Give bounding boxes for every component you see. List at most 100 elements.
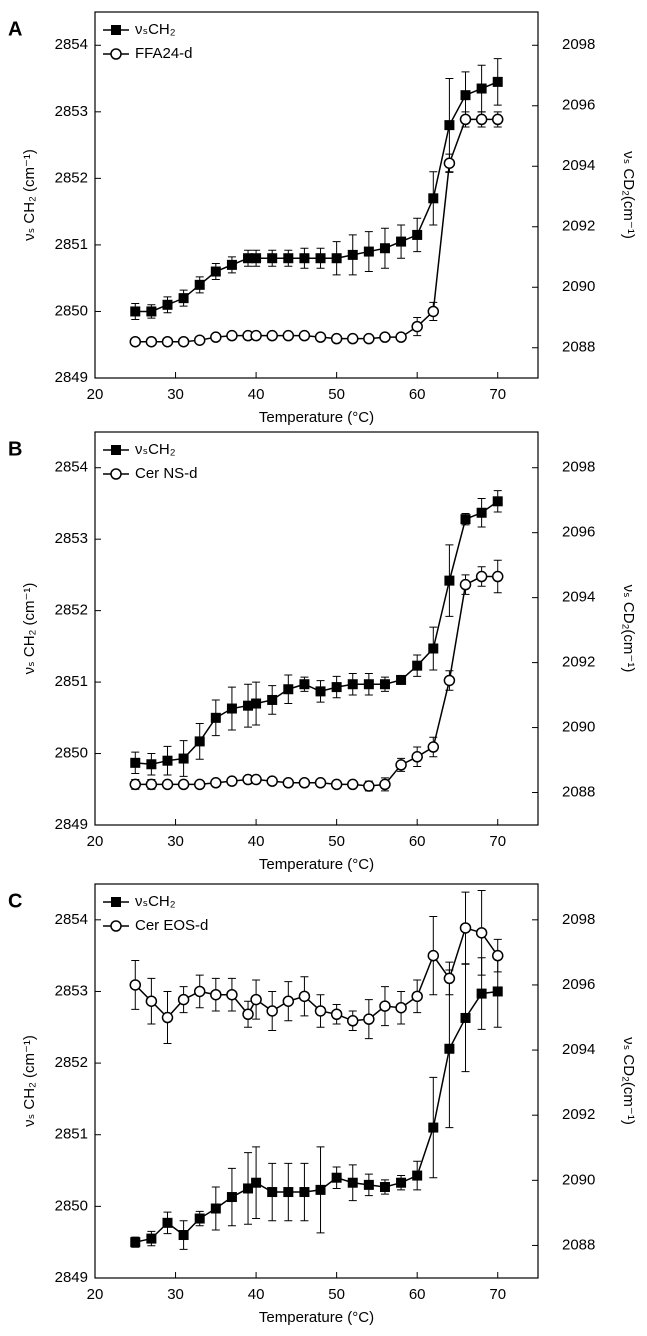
data-point: [145, 995, 158, 1007]
data-point: [146, 1233, 157, 1244]
data-point: [330, 1008, 343, 1020]
x-axis-label: Temperature (°C): [259, 856, 374, 873]
data-point: [492, 76, 503, 87]
data-point: [314, 777, 327, 789]
y2-tick-label: 2090: [562, 278, 595, 295]
data-point: [363, 332, 375, 345]
data-point: [161, 1011, 174, 1024]
x-tick-label: 60: [409, 833, 426, 850]
data-point: [444, 575, 455, 586]
data-point: [161, 335, 174, 348]
data-point: [129, 778, 142, 791]
y2-tick-label: 2092: [562, 654, 595, 671]
data-point: [492, 496, 503, 507]
x-tick-label: 70: [489, 833, 506, 850]
series-line: [134, 927, 499, 1022]
data-point: [251, 698, 262, 709]
x-tick-label: 50: [328, 386, 345, 403]
data-point: [347, 679, 358, 690]
x-tick-label: 70: [489, 386, 506, 403]
data-point: [282, 777, 295, 789]
x-tick-label: 50: [328, 1286, 345, 1303]
data-point: [475, 570, 488, 583]
data-point: [194, 1213, 205, 1224]
y-tick-label: 2852: [55, 1054, 88, 1071]
data-point: [347, 249, 358, 260]
data-point: [243, 253, 254, 264]
data-point: [178, 753, 189, 764]
y-tick-label: 2853: [55, 530, 88, 547]
y2-tick-label: 2094: [562, 157, 595, 174]
x-tick-label: 30: [167, 833, 184, 850]
y-axis-label: νₛ CH₂ (cm⁻¹): [21, 1035, 38, 1127]
y2-tick-label: 2088: [562, 1236, 595, 1253]
data-point: [314, 331, 327, 343]
x-axis-label: Temperature (°C): [259, 409, 374, 426]
data-point: [412, 1170, 423, 1181]
y2-tick-label: 2088: [562, 339, 595, 356]
data-point: [194, 279, 205, 290]
data-point: [162, 299, 173, 310]
y2-tick-label: 2098: [562, 36, 595, 53]
panel-label: B: [8, 438, 22, 460]
data-point: [226, 1192, 237, 1203]
data-point: [210, 331, 222, 343]
data-point: [363, 246, 374, 257]
x-tick-label: 20: [87, 386, 104, 403]
data-point: [210, 266, 221, 277]
data-point: [161, 778, 174, 791]
y-tick-label: 2850: [55, 745, 88, 762]
data-point: [379, 331, 391, 343]
y-axis-label: νₛ CH₂ (cm⁻¹): [21, 583, 38, 675]
data-point: [475, 927, 488, 939]
data-point: [411, 990, 423, 1003]
legend-label: FFA24-d: [135, 45, 193, 62]
legend-marker: [110, 920, 122, 932]
x-tick-label: 60: [409, 1286, 426, 1303]
data-point: [492, 986, 503, 997]
data-point: [266, 775, 278, 787]
data-point: [145, 778, 158, 791]
x-tick-label: 30: [167, 1286, 184, 1303]
data-point: [330, 778, 343, 791]
data-point: [395, 759, 407, 771]
series-line: [135, 81, 499, 313]
data-point: [193, 334, 206, 346]
data-point: [459, 922, 472, 934]
legend-marker: [111, 445, 121, 455]
y-tick-label: 2852: [55, 602, 88, 619]
data-point: [194, 736, 205, 747]
data-point: [283, 1187, 294, 1198]
data-point: [298, 329, 311, 342]
data-point: [178, 293, 189, 304]
y-tick-label: 2851: [55, 673, 88, 690]
legend-label: Cer NS-d: [135, 465, 198, 482]
y2-tick-label: 2094: [562, 589, 595, 606]
data-point: [379, 778, 391, 791]
data-point: [475, 113, 488, 126]
data-point: [146, 306, 157, 317]
legend-marker: [110, 48, 122, 60]
y-tick-label: 2851: [55, 236, 88, 253]
data-point: [315, 1184, 326, 1195]
data-point: [444, 120, 455, 131]
y-tick-label: 2850: [55, 302, 88, 319]
x-tick-label: 40: [248, 386, 265, 403]
data-point: [491, 949, 504, 962]
y2-axis-label: νₛ CD₂(cm⁻¹): [620, 151, 637, 239]
data-point: [346, 1015, 359, 1027]
panel-label: A: [8, 18, 22, 40]
y-tick-label: 2854: [55, 459, 88, 476]
y2-axis-label: νₛ CD₂(cm⁻¹): [620, 1037, 637, 1125]
data-point: [460, 1012, 471, 1023]
data-point: [459, 578, 472, 591]
data-point: [330, 332, 343, 345]
data-point: [226, 775, 238, 787]
y-tick-label: 2850: [55, 1197, 88, 1214]
data-point: [177, 335, 190, 348]
y2-tick-label: 2094: [562, 1041, 595, 1058]
data-point: [299, 679, 310, 690]
data-point: [178, 1230, 189, 1241]
panel-label: C: [8, 890, 22, 912]
y2-tick-label: 2096: [562, 97, 595, 114]
